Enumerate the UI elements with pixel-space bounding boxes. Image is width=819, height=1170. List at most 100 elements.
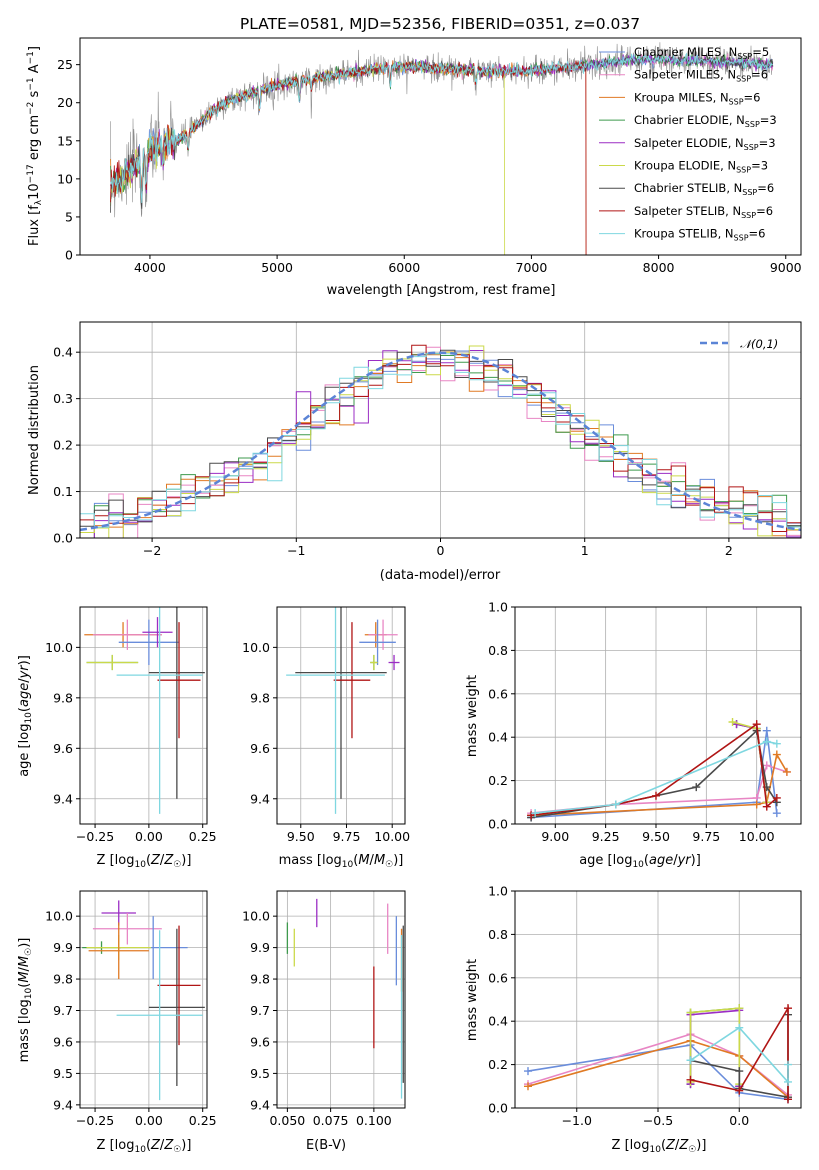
spectrum-xlabel: wavelength [Angstrom, rest frame] bbox=[327, 283, 556, 298]
residuals-ytick-label: 0.3 bbox=[53, 391, 73, 406]
spectrum-xtick-label: 4000 bbox=[134, 260, 166, 275]
weight-series-kroupa-stelib bbox=[531, 737, 781, 818]
residuals-xlabel: (data-model)/error bbox=[380, 568, 501, 583]
weight-marker-salpeter-stelib bbox=[784, 1004, 792, 1013]
weight-line-kroupa-elodie bbox=[689, 1007, 741, 1085]
mass_vs_ebv-ytick-label: 9.6 bbox=[250, 1034, 270, 1049]
weight_vs_age-xtick-label: 9.25 bbox=[592, 829, 620, 844]
mass_vs_ebv-ytick-label: 9.4 bbox=[250, 1097, 270, 1112]
mass_vs_z-xtick-label: 0.00 bbox=[135, 1113, 163, 1128]
mass_vs_ebv-ytick-label: 9.7 bbox=[250, 1003, 270, 1018]
weight-series-chabrier-miles bbox=[527, 726, 781, 822]
weight-series-kroupa-elodie bbox=[686, 1004, 744, 1089]
normal-legend-label: 𝒩(0,1) bbox=[740, 337, 778, 351]
spectrum-ytick-label: 10 bbox=[57, 171, 73, 186]
residuals-panel: −2 −1 0 1 2 0.0 0.1 0.2 0.3 0.4 bbox=[53, 321, 802, 558]
errorbar-chabrier-stelib bbox=[148, 928, 205, 1086]
mass_vs_z-ytick-label: 9.6 bbox=[53, 1034, 73, 1049]
spectrum-axes-box bbox=[79, 37, 802, 256]
age_vs_mass-xtick-label: 9.75 bbox=[333, 829, 361, 844]
weight-line-chabrier-stelib bbox=[530, 729, 778, 819]
weight-vs-z-ylabel: mass weight bbox=[465, 959, 480, 1041]
weight-marker-kroupa-elodie bbox=[686, 1008, 695, 1017]
spectrum-model-kroupa-stelib-n-ssp-6 bbox=[110, 52, 774, 204]
weight-marker-kroupa-stelib bbox=[772, 739, 781, 748]
mass_vs_z-axes-box bbox=[79, 890, 208, 1109]
mass_vs_ebv-ytick-label: 9.8 bbox=[250, 972, 270, 987]
mass_vs_z-ytick-label: 9.8 bbox=[53, 972, 73, 987]
weight_vs_age-ytick-label: 0.2 bbox=[488, 773, 508, 788]
weight-vs-age-xlabel: age [log10(age/yr)] bbox=[579, 853, 701, 870]
errorbar-chabrier-miles bbox=[359, 619, 396, 666]
weight-marker-kroupa-miles bbox=[782, 767, 791, 776]
weight_vs_age-xtick-label: 10.00 bbox=[739, 829, 775, 844]
spectrum-ytick-label: 20 bbox=[57, 95, 73, 110]
mass-vs-ebv-xlabel: E(B-V) bbox=[306, 1138, 346, 1153]
mass_vs_ebv-frame: 0.050 0.075 0.100 9.4 9.5 9.6 9.7 9.8 9.9 10.0 bbox=[242, 890, 406, 1128]
errorbar-salpeter-stelib bbox=[333, 622, 371, 739]
weight-line-salpeter-miles bbox=[531, 764, 788, 814]
weight-vs-age-panel: 9.00 9.25 9.50 9.75 10.00 0.0 0.2 0.4 0.6 0.8 1.0 bbox=[488, 600, 802, 844]
weight-line-kroupa-stelib bbox=[535, 740, 777, 814]
weight-marker-salpeter-stelib bbox=[686, 1075, 695, 1084]
mass_vs_ebv-axes-box bbox=[276, 890, 406, 1109]
spectrum-ytick-label: 25 bbox=[57, 57, 73, 72]
errorbar-kroupa-elodie bbox=[86, 654, 139, 671]
weight-marker-salpeter-stelib bbox=[772, 793, 781, 802]
residuals-frame: −2 −1 0 1 2 0.0 0.1 0.2 0.3 0.4 bbox=[53, 321, 802, 558]
mass-vs-ebv-panel: 0.050 0.075 0.100 9.4 9.5 9.6 9.7 9.8 9.9 10.0 bbox=[242, 890, 406, 1128]
mass_vs_z-ytick-label: 9.9 bbox=[53, 940, 73, 955]
weight_vs_age-ytick-label: 0.6 bbox=[488, 686, 508, 701]
errorbar-salpeter-stelib bbox=[157, 925, 201, 1046]
spectrum-ylabel: Flux [fλ10−17 erg cm−2 s−1 A−1] bbox=[26, 46, 44, 246]
errorbar-kroupa-elodie bbox=[370, 654, 378, 671]
weight-marker-kroupa-elodie bbox=[735, 1004, 744, 1013]
legend-label-chabrier-miles-n-ssp-5: Chabrier MILES, NSSP=5 bbox=[634, 45, 769, 61]
residuals-xtick-label: −1 bbox=[287, 543, 305, 558]
weight-series-kroupa-stelib bbox=[686, 1023, 792, 1086]
weight_vs_z-ytick-label: 0.0 bbox=[488, 1101, 508, 1116]
mass_vs_ebv-ytick-label: 9.5 bbox=[250, 1066, 270, 1081]
age_vs_mass-ytick-label: 9.6 bbox=[250, 741, 270, 756]
weight-line-salpeter-stelib bbox=[530, 722, 778, 817]
weight-marker-salpeter-stelib bbox=[735, 1086, 744, 1095]
histogram-salpeter-stelib bbox=[80, 344, 801, 532]
mass_vs_ebv-ytick-label: 10.0 bbox=[242, 909, 270, 924]
errorbar-salpeter-elodie bbox=[388, 654, 400, 671]
age_vs_z-xtick-label: −0.25 bbox=[76, 829, 114, 844]
errorbar-kroupa-stelib bbox=[286, 607, 385, 814]
spectrum-plot-area bbox=[110, 42, 774, 255]
weight-marker-kroupa-stelib bbox=[762, 737, 771, 746]
spectrum-panel: 4000 5000 6000 7000 8000 9000 0 5 10 15 20 25 bbox=[57, 37, 802, 275]
weight_vs_z-xtick-label: 0.0 bbox=[729, 1113, 749, 1128]
age_vs_z-ytick-label: 9.8 bbox=[53, 690, 73, 705]
legend-label-chabrier-elodie-n-ssp-3: Chabrier ELODIE, NSSP=3 bbox=[634, 113, 777, 129]
errorbar-kroupa-stelib bbox=[116, 607, 203, 814]
weight_vs_age-plot-area bbox=[527, 718, 791, 822]
weight-marker-kroupa-stelib bbox=[735, 1023, 744, 1032]
weight_vs_z-ytick-label: 0.4 bbox=[488, 1014, 508, 1029]
mass_vs_ebv-ytick-label: 9.9 bbox=[250, 940, 270, 955]
weight_vs_age-axes-box bbox=[514, 606, 802, 825]
weight-marker-kroupa-stelib bbox=[531, 809, 540, 818]
weight-marker-kroupa-stelib bbox=[784, 1077, 792, 1086]
mass_vs_z-ytick-label: 10.0 bbox=[45, 909, 73, 924]
age-vs-mass-panel: 9.50 9.75 10.00 9.4 9.6 9.8 10.0 bbox=[242, 606, 410, 844]
age-vs-z-panel: −0.25 0.00 0.25 9.4 9.6 9.8 10.0 bbox=[45, 606, 217, 844]
weight-line-salpeter-stelib bbox=[690, 1005, 789, 1100]
weight-marker-chabrier-miles bbox=[524, 1067, 532, 1076]
errorbar-salpeter-elodie bbox=[142, 617, 173, 648]
residuals-ylabel: Normed distribution bbox=[27, 365, 42, 495]
spectrum-ytick-label: 15 bbox=[57, 133, 73, 148]
errorbar-salpeter-elodie bbox=[101, 900, 136, 926]
age_vs_mass-xtick-label: 10.00 bbox=[374, 829, 410, 844]
weight_vs_age-ytick-label: 1.0 bbox=[488, 600, 508, 615]
errorbar-chabrier-stelib bbox=[295, 607, 387, 799]
legend-label-salpeter-miles-n-ssp-6: Salpeter MILES, NSSP=6 bbox=[634, 68, 768, 84]
weight-series-chabrier-stelib bbox=[527, 726, 781, 822]
age_vs_z-xtick-label: 0.25 bbox=[189, 829, 217, 844]
age_vs_mass-ytick-label: 10.0 bbox=[242, 640, 270, 655]
mass-vs-z-panel: −0.25 0.00 0.25 9.4 9.5 9.6 9.7 9.8 9.9 10.0 bbox=[45, 890, 217, 1128]
weight_vs_z-xtick-label: −1.0 bbox=[562, 1113, 592, 1128]
weight_vs_z-ytick-label: 0.2 bbox=[488, 1057, 508, 1072]
